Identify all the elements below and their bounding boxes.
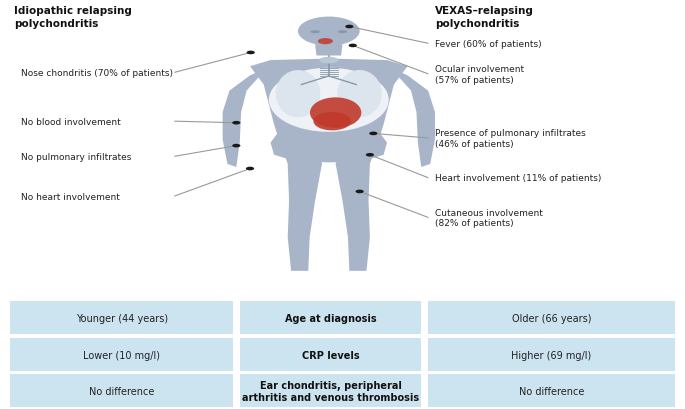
FancyBboxPatch shape [10, 338, 233, 371]
Text: Idiopathic relapsing
polychondritis: Idiopathic relapsing polychondritis [14, 6, 132, 29]
Ellipse shape [338, 31, 347, 34]
Circle shape [349, 45, 357, 48]
Text: No difference: No difference [519, 386, 584, 396]
FancyBboxPatch shape [428, 374, 675, 407]
Circle shape [232, 144, 240, 148]
Ellipse shape [269, 69, 389, 133]
Circle shape [345, 26, 353, 29]
Text: Ear chondritis, peripheral
arthritis and venous thrombosis: Ear chondritis, peripheral arthritis and… [242, 380, 419, 402]
Ellipse shape [298, 18, 360, 47]
Text: No heart involvement: No heart involvement [21, 192, 119, 201]
Text: No difference: No difference [89, 386, 154, 396]
Ellipse shape [275, 71, 320, 118]
Text: Ocular involvement
(57% of patients): Ocular involvement (57% of patients) [435, 65, 524, 84]
Circle shape [356, 190, 364, 194]
Ellipse shape [337, 71, 382, 118]
Text: Fever (60% of patients): Fever (60% of patients) [435, 40, 542, 49]
Ellipse shape [319, 58, 338, 64]
Text: CRP levels: CRP levels [301, 350, 360, 360]
Ellipse shape [313, 113, 351, 131]
Polygon shape [250, 59, 408, 136]
FancyBboxPatch shape [240, 302, 421, 335]
FancyBboxPatch shape [240, 338, 421, 371]
FancyBboxPatch shape [240, 374, 421, 407]
Text: Presence of pulmonary infiltrates
(46% of patients): Presence of pulmonary infiltrates (46% o… [435, 129, 586, 148]
Text: Younger (44 years): Younger (44 years) [75, 314, 168, 324]
Text: Cutaneous involvement
(82% of patients): Cutaneous involvement (82% of patients) [435, 208, 543, 227]
Ellipse shape [310, 98, 362, 128]
Circle shape [366, 153, 374, 157]
Text: No blood involvement: No blood involvement [21, 117, 121, 126]
Circle shape [232, 121, 240, 125]
Ellipse shape [318, 39, 333, 45]
Text: Age at diagnosis: Age at diagnosis [285, 314, 376, 324]
Text: Lower (10 mg/l): Lower (10 mg/l) [83, 350, 160, 360]
Polygon shape [223, 70, 264, 168]
Text: No pulmonary infiltrates: No pulmonary infiltrates [21, 153, 131, 162]
Text: Heart involvement (11% of patients): Heart involvement (11% of patients) [435, 174, 601, 183]
Polygon shape [315, 45, 342, 56]
FancyBboxPatch shape [10, 374, 233, 407]
FancyBboxPatch shape [10, 302, 233, 335]
Circle shape [369, 132, 377, 136]
Text: Higher (69 mg/l): Higher (69 mg/l) [511, 350, 592, 360]
Polygon shape [394, 70, 435, 168]
Ellipse shape [310, 31, 320, 34]
Circle shape [247, 52, 255, 55]
Circle shape [246, 167, 254, 171]
Text: VEXAS–relapsing
polychondritis: VEXAS–relapsing polychondritis [435, 6, 534, 29]
Text: Nose chondritis (70% of patients): Nose chondritis (70% of patients) [21, 69, 173, 78]
FancyBboxPatch shape [428, 338, 675, 371]
FancyBboxPatch shape [428, 302, 675, 335]
Polygon shape [271, 134, 387, 163]
Polygon shape [336, 134, 380, 271]
Text: Older (66 years): Older (66 years) [512, 314, 591, 324]
Polygon shape [277, 134, 322, 271]
